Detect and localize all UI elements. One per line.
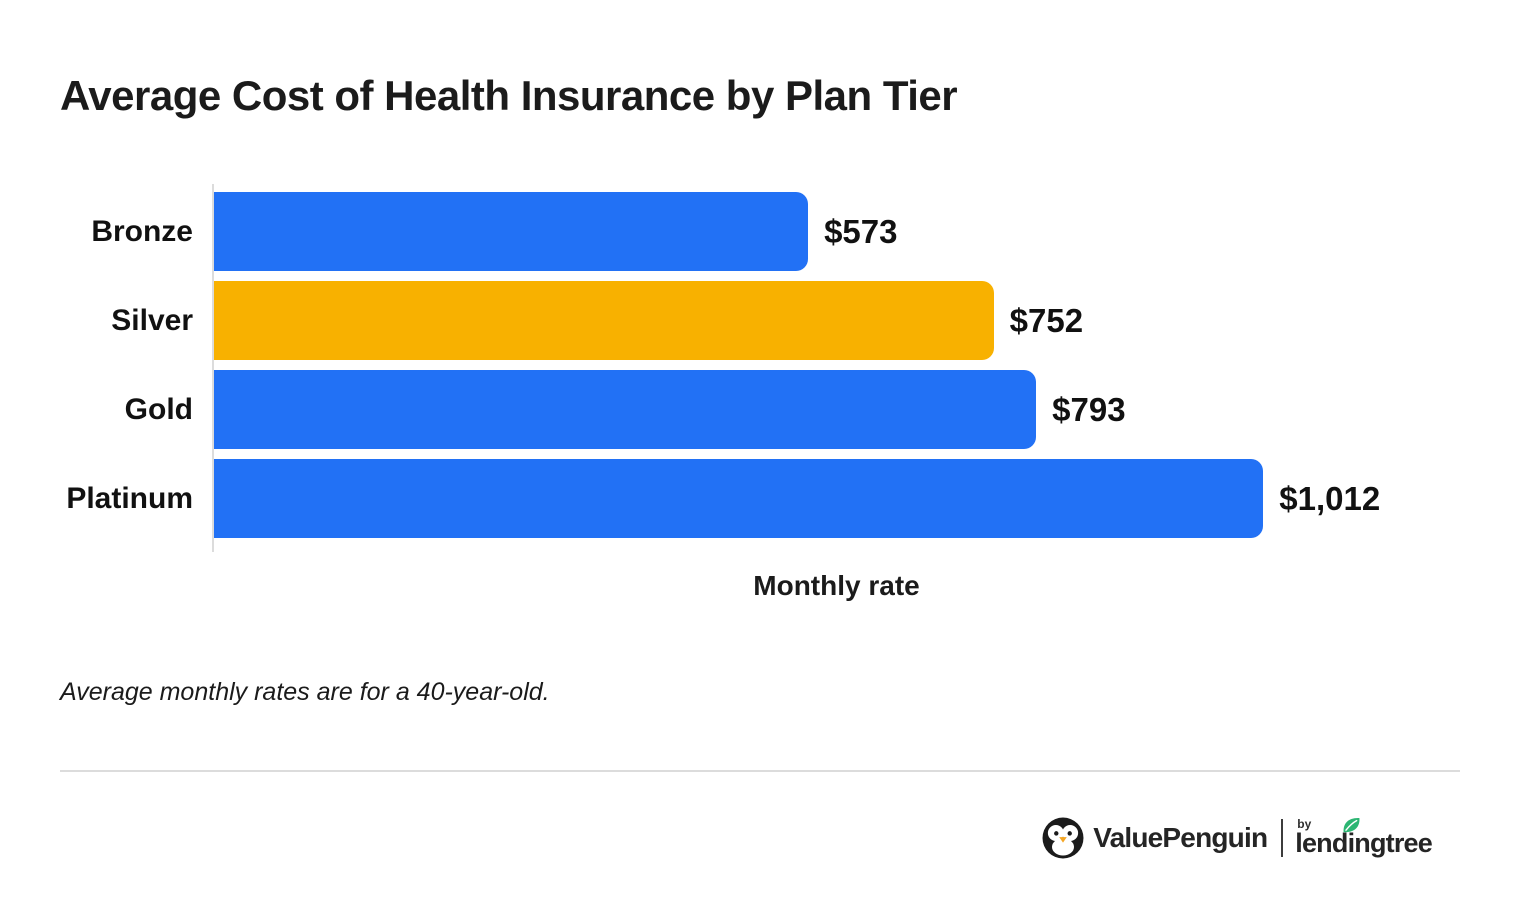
bar-value-gold: $793 <box>1052 390 1126 428</box>
footer-logo: ValuePenguin by lendingtree <box>1042 817 1433 859</box>
category-label-platinum: Platinum <box>66 482 193 515</box>
x-axis-label: Monthly rate <box>753 570 920 601</box>
bar-silver <box>214 281 994 360</box>
valuepenguin-wordmark: ValuePenguin <box>1093 822 1268 853</box>
chart-title: Average Cost of Health Insurance by Plan… <box>60 72 958 119</box>
bar-value-silver: $752 <box>1009 301 1084 339</box>
lendingtree-logo-block: by lendingtree <box>1295 817 1433 859</box>
lendingtree-wordmark: lendingtree <box>1295 817 1433 859</box>
bar-row: $793 <box>214 370 1510 449</box>
bar-rows: $573 $752 $793 $1,012 <box>214 192 1510 548</box>
by-label: by <box>1297 817 1312 831</box>
logo-divider <box>1281 819 1284 857</box>
category-label-bronze: Bronze <box>91 215 193 248</box>
category-label-silver: Silver <box>111 304 193 337</box>
footnote: Average monthly rates are for a 40-year-… <box>60 678 550 706</box>
category-labels: Bronze Silver Gold Platinum <box>0 192 193 548</box>
leaf-icon <box>1343 817 1360 833</box>
lendingtree-text: lendingtree <box>1295 828 1433 858</box>
y-axis-line <box>212 184 214 552</box>
bar-value-platinum: $1,012 <box>1279 479 1381 517</box>
footer-divider <box>60 770 1460 772</box>
bar-value-bronze: $573 <box>824 212 898 250</box>
penguin-icon <box>1042 817 1084 859</box>
bar-gold <box>214 370 1037 449</box>
category-label-gold: Gold <box>124 393 193 426</box>
bar-bronze <box>214 192 809 271</box>
bar-row: $752 <box>214 281 1510 360</box>
bar-row: $573 <box>214 192 1510 271</box>
bar-platinum <box>214 459 1264 538</box>
bar-row: $1,012 <box>214 459 1510 538</box>
